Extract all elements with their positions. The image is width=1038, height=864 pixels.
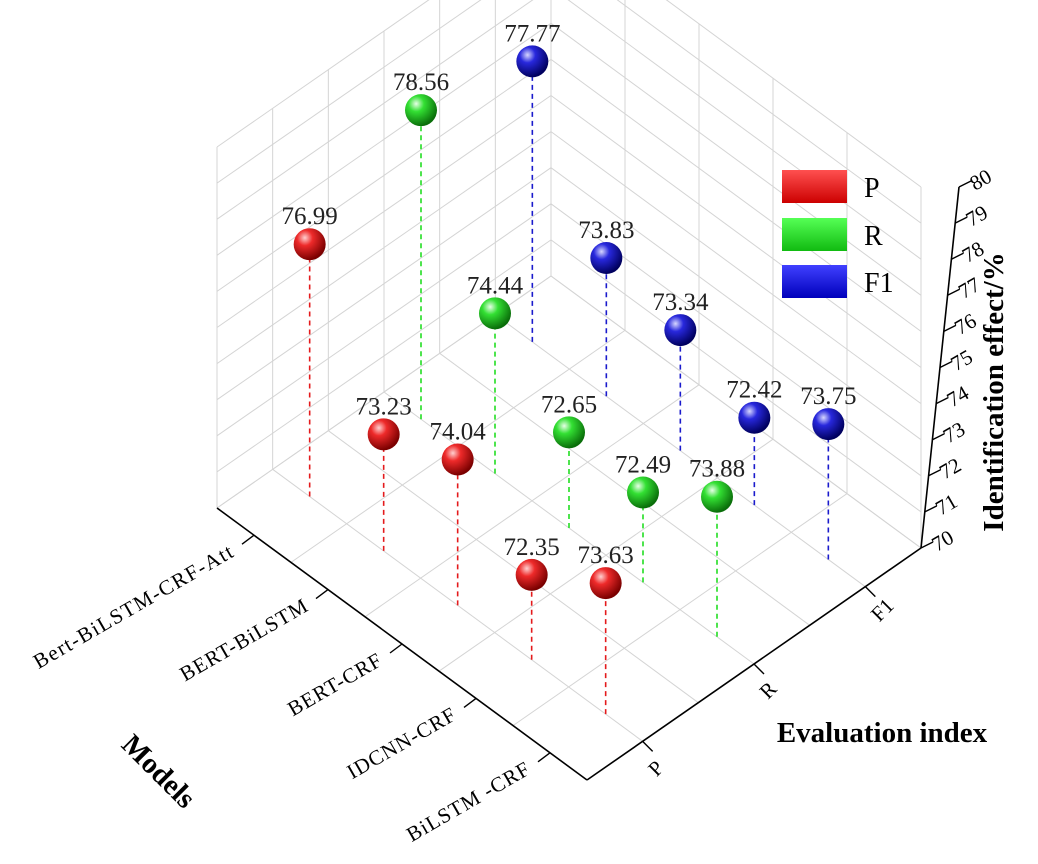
data-label: 72.49 [615, 452, 671, 479]
model-tick-mark [537, 752, 551, 763]
z-tick-label: 74 [943, 380, 974, 412]
point-p [589, 567, 622, 600]
index-tick-mark [642, 740, 654, 752]
model-tick-label: IDCNN-CRF [343, 702, 461, 784]
z-tick-mark [958, 180, 972, 188]
z-tick-label: 79 [962, 200, 992, 231]
grid-line [665, 0, 922, 188]
point-f1 [590, 242, 623, 275]
data-label: 73.34 [652, 289, 709, 316]
data-labels: 77.77 73.83 73.34 72.42 73.75 78.56 74.44 72.65… [282, 20, 857, 569]
index-tick-mark [864, 586, 876, 598]
legend-label-p: P [864, 173, 880, 204]
grid-line [512, 493, 848, 727]
point-p [515, 558, 548, 591]
grid-line [616, 0, 922, 224]
legend-label-f1: F1 [864, 268, 894, 299]
data-label: 73.23 [356, 393, 412, 420]
drop-lines [308, 61, 830, 715]
data-label: 72.65 [541, 391, 597, 418]
point-f1 [738, 401, 771, 434]
x-axis-title: Evaluation index [777, 717, 988, 749]
data-label: 73.63 [578, 542, 634, 569]
point-r [701, 480, 733, 513]
point-f1 [516, 45, 549, 78]
point-r [479, 297, 511, 330]
z-tick-mark [932, 433, 945, 441]
grid-line [550, 95, 922, 368]
point-p [441, 443, 474, 476]
z-tick-label: 73 [939, 417, 969, 448]
legend: P R F1 [782, 170, 894, 299]
z-tick-mark [924, 505, 938, 513]
index-tick-mark [753, 663, 765, 675]
grid-line [438, 438, 774, 672]
grid-line [550, 58, 922, 332]
index-axis-ticks: P R F1 [642, 586, 899, 781]
grid-line [439, 352, 810, 626]
data-label: 74.44 [467, 272, 524, 299]
index-tick-label: F1 [866, 594, 899, 627]
data-label: 77.77 [504, 20, 560, 47]
grid-line [550, 275, 922, 549]
grid-line [550, 22, 922, 296]
z-tick-mark [947, 288, 960, 296]
grid-line [550, 131, 922, 405]
data-label: 72.42 [726, 377, 782, 404]
z-tick-label: 75 [947, 345, 977, 376]
z-tick-mark [939, 360, 953, 369]
legend-label-r: R [864, 221, 883, 252]
legend-swatch-f1 [782, 265, 847, 298]
y-axis-title: Models [115, 728, 201, 814]
point-f1 [664, 314, 697, 347]
z-tick-mark [943, 324, 957, 333]
model-tick-mark [389, 643, 403, 654]
grid-line [550, 239, 922, 513]
data-label: 76.99 [282, 203, 338, 230]
legend-swatch-r [782, 218, 847, 251]
point-r [405, 94, 437, 127]
z-tick-label: 80 [966, 164, 996, 195]
data-label: 73.75 [800, 383, 856, 410]
z-tick-mark [920, 541, 934, 549]
grid-line [567, 0, 922, 260]
model-tick-label: BERT-BiLSTM [176, 593, 313, 686]
model-tick-label: BiLSTM -CRF [402, 756, 534, 846]
z-tick-mark [951, 252, 964, 260]
data-label: 78.56 [393, 69, 449, 96]
z-tick-mark [935, 396, 949, 405]
model-axis-ticks: Bert-BiLSTM-CRF-AttBERT-BiLSTMBERT-CRFID… [29, 534, 551, 847]
grid-line [495, 314, 866, 588]
z-tick-mark [954, 216, 968, 224]
model-tick-mark [315, 589, 329, 600]
data-label: 74.04 [430, 418, 487, 445]
legend-swatch-p [782, 170, 847, 203]
data-points [293, 45, 845, 600]
index-tick-label: P [643, 756, 668, 781]
z-tick-label: 76 [950, 308, 980, 339]
z-tick-label: 72 [935, 453, 965, 484]
point-f1 [812, 408, 845, 441]
point-r [553, 416, 585, 449]
z-tick-mark [928, 469, 941, 477]
data-label: 72.35 [504, 534, 560, 561]
z-tick-label: 70 [928, 525, 958, 556]
grid-line [328, 430, 699, 704]
model-tick-label: BERT-CRF [283, 648, 386, 721]
model-tick-mark [241, 534, 255, 545]
grid-line [364, 384, 700, 618]
index-tick-label: R [755, 677, 782, 704]
point-p [367, 418, 400, 451]
data-label: 73.88 [689, 456, 745, 483]
grid-line [550, 167, 922, 441]
point-p [293, 228, 326, 261]
z-tick-label: 71 [931, 489, 961, 520]
point-r [627, 476, 659, 509]
model-tick-mark [463, 697, 477, 708]
data-label: 73.83 [578, 217, 634, 244]
z-axis-title: Identification effect/% [978, 252, 1010, 531]
